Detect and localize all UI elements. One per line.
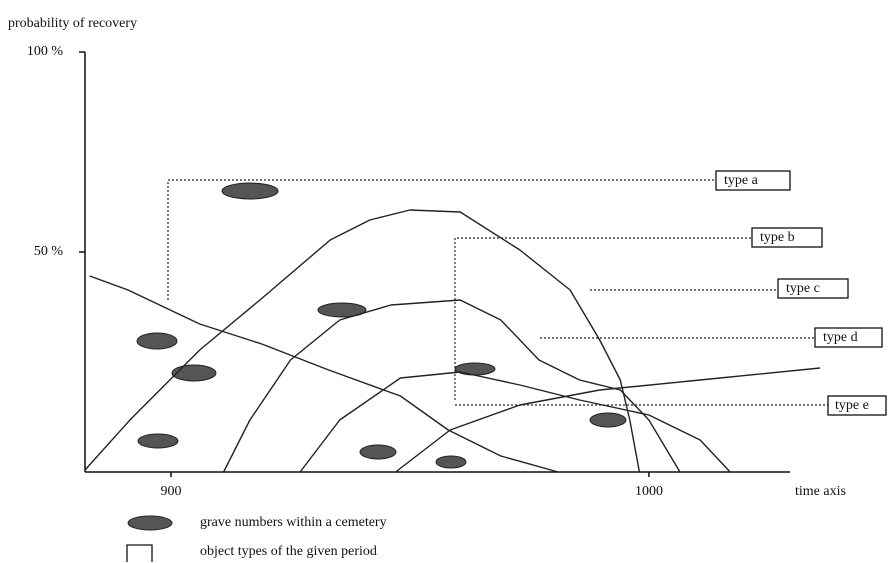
series-labels: type a type b type c type d type e	[715, 170, 887, 416]
y-tick-label: 100 %	[27, 44, 64, 59]
graves	[136, 182, 627, 469]
legend-text: object types of the given period	[200, 544, 377, 559]
series-line	[84, 209, 641, 473]
legend-grave	[127, 515, 173, 531]
x-tick-label: 900	[161, 484, 182, 499]
connectors	[167, 179, 828, 406]
x-tick-label: 1000	[635, 484, 663, 499]
legend-box	[126, 544, 153, 562]
series-label: type e	[835, 398, 869, 413]
y-axis-label: probability of recovery	[8, 16, 137, 31]
series-line	[222, 299, 681, 473]
series-line	[89, 275, 559, 473]
series-label: type d	[823, 330, 858, 345]
y-tick-label: 50 %	[34, 244, 64, 259]
x-axis-label: time axis	[795, 484, 846, 499]
series-label: type c	[786, 281, 820, 296]
series-line	[395, 367, 821, 473]
series-line	[299, 371, 731, 473]
series-label: type b	[760, 230, 795, 245]
series-label: type a	[724, 173, 759, 188]
legend-text: grave numbers within a cemetery	[200, 515, 387, 530]
